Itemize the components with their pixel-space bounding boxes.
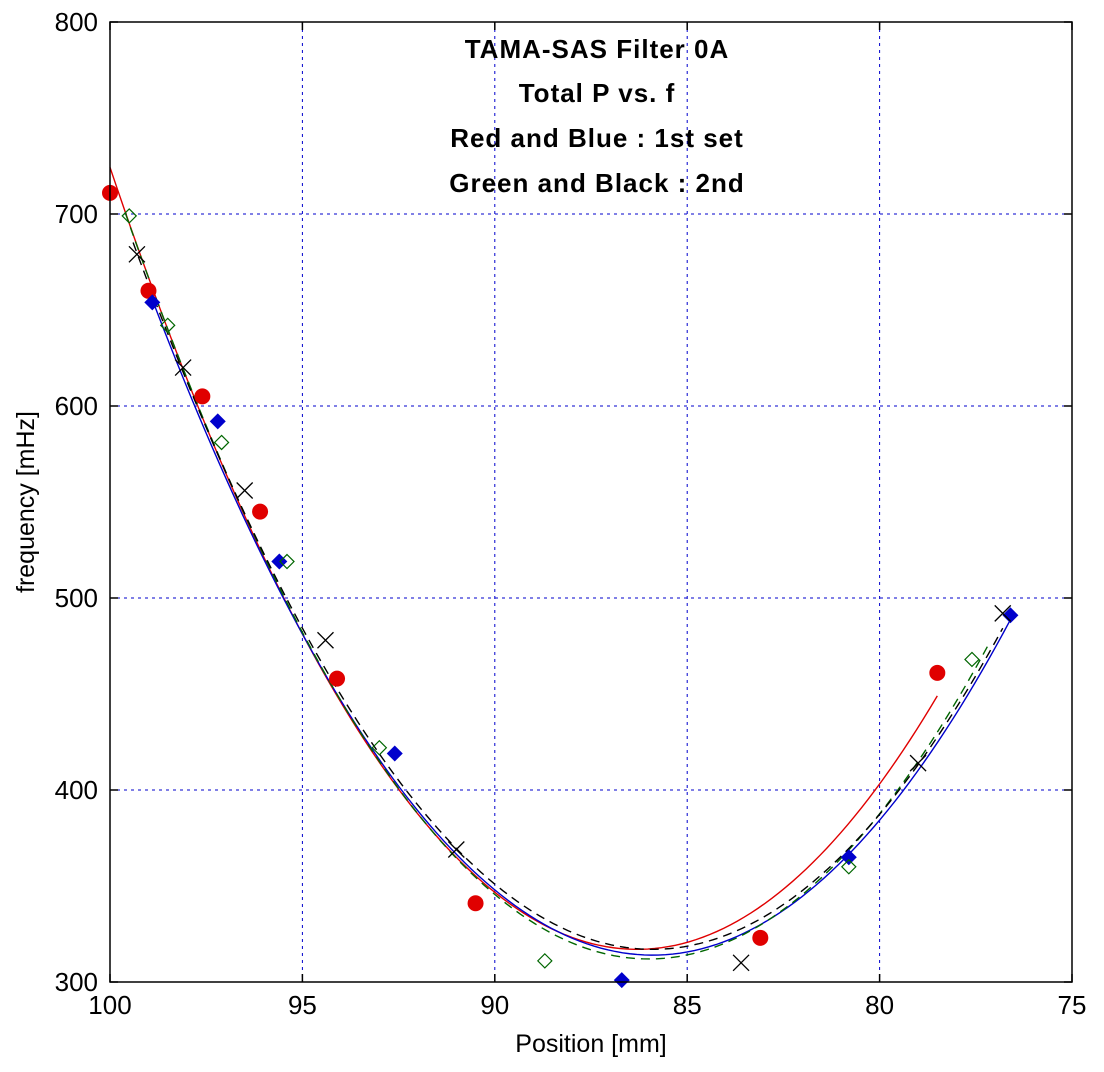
- plot-background: [110, 22, 1072, 982]
- x-tick-label: 85: [673, 990, 702, 1020]
- fit-curves: [109, 167, 1012, 960]
- x-tick-label: 75: [1058, 990, 1087, 1020]
- data-point-x: [994, 604, 1012, 622]
- fit-curve: [147, 289, 1012, 956]
- grid: [110, 22, 1072, 982]
- y-axis-label: frequency [mHz]: [12, 411, 40, 593]
- y-tick-label: 400: [55, 775, 98, 805]
- data-point-diamond: [386, 745, 403, 762]
- data-point-x: [236, 482, 254, 499]
- y-tick-label: 800: [55, 7, 98, 37]
- data-point-open-diamond: [371, 739, 388, 756]
- x-tick-label: 95: [288, 990, 317, 1020]
- data-point-diamond: [1002, 607, 1019, 624]
- data-point-circle: [929, 664, 946, 681]
- data-point-x: [317, 631, 334, 649]
- data-point-x: [447, 841, 465, 858]
- data-point-x: [909, 754, 927, 772]
- data-point-diamond: [613, 972, 630, 989]
- title-line-2: Total P vs. f: [519, 78, 676, 108]
- data-point-diamond: [144, 294, 161, 311]
- x-tick-label: 90: [480, 990, 509, 1020]
- fit-curve: [124, 212, 988, 960]
- x-axis-label: Position [mm]: [515, 1030, 666, 1058]
- data-markers: [102, 184, 1019, 989]
- title-line-1: TAMA-SAS Filter 0A: [465, 34, 730, 64]
- data-point-circle: [194, 388, 211, 405]
- data-point-circle: [252, 503, 269, 520]
- data-point-diamond: [209, 413, 226, 430]
- data-point-x: [732, 954, 750, 972]
- axis-ticks: 100 95 90 85 80 75 300 400 500 600 700 800: [55, 7, 1087, 1020]
- data-point-open-diamond: [536, 953, 553, 969]
- data-point-open-diamond: [964, 651, 980, 668]
- fit-curve: [132, 242, 1004, 951]
- data-point-open-diamond: [213, 434, 230, 451]
- data-point-diamond: [840, 849, 857, 866]
- y-tick-label: 300: [55, 967, 98, 997]
- data-point-circle: [467, 895, 484, 912]
- data-point-open-diamond: [279, 553, 295, 570]
- title-line-3: Red and Blue : 1st set: [450, 123, 744, 153]
- title-line-4: Green and Black : 2nd: [449, 168, 745, 198]
- data-point-x: [174, 359, 192, 377]
- y-tick-label: 700: [55, 199, 98, 229]
- data-point-circle: [752, 929, 769, 946]
- data-point-open-diamond: [159, 317, 176, 334]
- chart-title: TAMA-SAS Filter 0A Total P vs. f Red and…: [449, 34, 745, 198]
- data-point-open-diamond: [121, 208, 138, 224]
- data-point-circle: [329, 670, 346, 687]
- x-tick-label: 100: [88, 990, 131, 1020]
- x-tick-label: 80: [865, 990, 894, 1020]
- data-point-x: [128, 245, 146, 263]
- y-tick-label: 600: [55, 391, 98, 421]
- data-point-open-diamond: [840, 858, 857, 875]
- y-tick-label: 500: [55, 583, 98, 613]
- plot-frame: [109, 21, 1073, 983]
